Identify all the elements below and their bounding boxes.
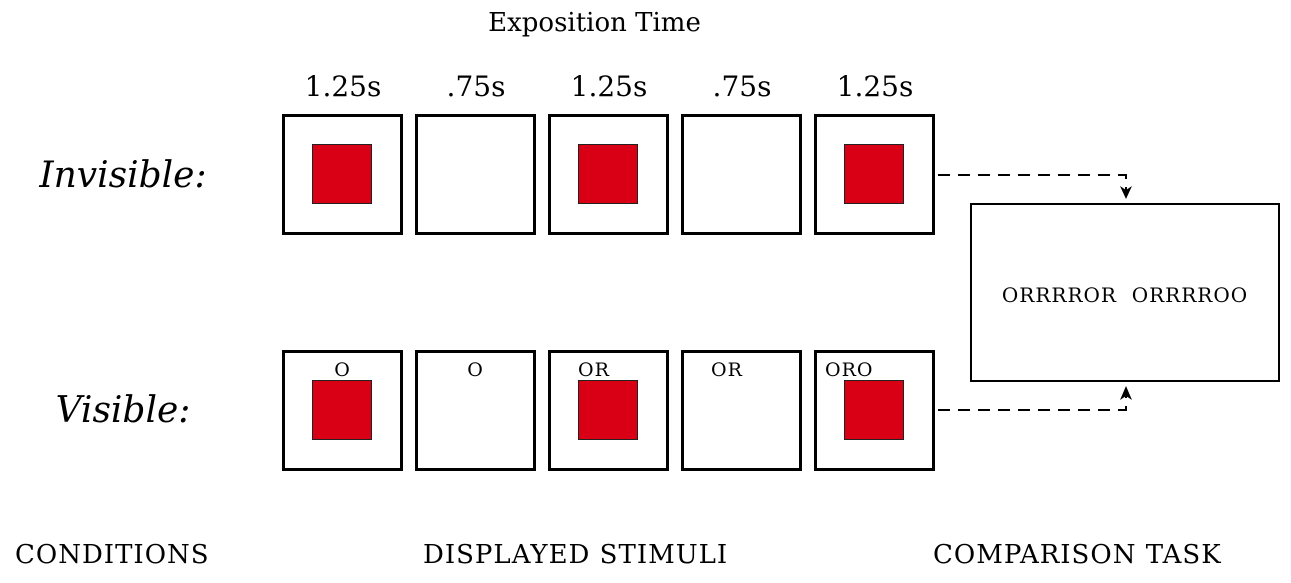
footer-conditions-label: CONDITIONS xyxy=(15,540,210,570)
time-label-2: .75s xyxy=(446,70,506,103)
sequence-label: OR xyxy=(578,359,610,381)
comparison-option-2: ORRRROO xyxy=(1131,283,1249,307)
red-square xyxy=(312,144,372,204)
invisible-arrow-head xyxy=(1120,186,1132,199)
red-square xyxy=(844,380,904,440)
sequence-label: ORO xyxy=(825,359,874,381)
visible-to-task-arrow xyxy=(938,396,1127,411)
visible-stimulus-3: OR xyxy=(548,350,669,471)
time-label-3: 1.25s xyxy=(570,70,648,103)
comparison-task-box: ORRRROR ORRRROO xyxy=(970,203,1280,382)
red-square xyxy=(578,380,638,440)
sequence-label: O xyxy=(334,359,351,381)
invisible-stimulus-4 xyxy=(681,114,802,235)
invisible-stimulus-1 xyxy=(282,114,403,235)
time-label-5: 1.25s xyxy=(836,70,914,103)
invisible-stimulus-2 xyxy=(415,114,536,235)
red-square xyxy=(844,144,904,204)
time-label-4: .75s xyxy=(712,70,772,103)
visible-stimulus-1: O xyxy=(282,350,403,471)
condition-invisible-label: Invisible: xyxy=(39,155,207,196)
time-label-1: 1.25s xyxy=(304,70,382,103)
condition-visible-label: Visible: xyxy=(55,390,191,431)
visible-stimulus-2: O xyxy=(415,350,536,471)
red-square xyxy=(578,144,638,204)
exposition-time-title: Exposition Time xyxy=(488,8,701,38)
invisible-stimulus-3 xyxy=(548,114,669,235)
sequence-label: O xyxy=(467,359,484,381)
sequence-label: OR xyxy=(711,359,743,381)
invisible-stimulus-5 xyxy=(814,114,935,235)
footer-stimuli-label: DISPLAYED STIMULI xyxy=(423,540,729,570)
comparison-options: ORRRROR ORRRROO xyxy=(972,283,1278,307)
comparison-option-1: ORRRROR xyxy=(1001,283,1117,307)
visible-stimulus-4: OR xyxy=(681,350,802,471)
red-square xyxy=(312,380,372,440)
visible-stimulus-5: ORO xyxy=(814,350,935,471)
footer-task-label: COMPARISON TASK xyxy=(933,540,1222,570)
invisible-to-task-arrow xyxy=(938,174,1127,190)
visible-arrow-head xyxy=(1120,386,1132,400)
